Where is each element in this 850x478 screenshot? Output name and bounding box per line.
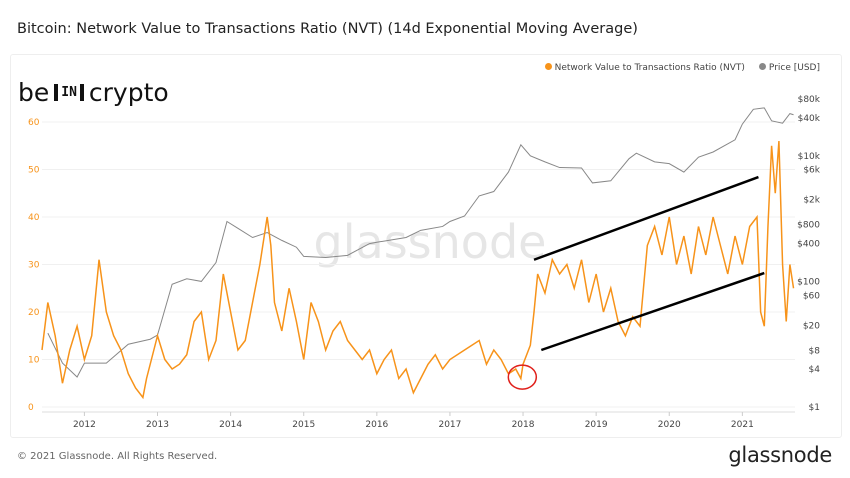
y-right-tick-label: $6k bbox=[803, 166, 820, 176]
y-right-tick-label: $80k bbox=[798, 95, 821, 105]
chart-title: Bitcoin: Network Value to Transactions R… bbox=[17, 21, 638, 37]
y-left-tick-label: 40 bbox=[28, 213, 40, 223]
price-dot-icon bbox=[758, 63, 766, 70]
y-right-tick-label: $8 bbox=[809, 346, 821, 356]
watermark: glassnode bbox=[314, 215, 547, 269]
y-left-tick-label: 50 bbox=[28, 166, 40, 176]
y-right-tick-label: $10k bbox=[798, 152, 821, 162]
x-tick-label: 2012 bbox=[73, 420, 96, 430]
legend-price[interactable]: Price [USD] bbox=[758, 63, 820, 73]
trend-line bbox=[540, 271, 765, 352]
y-right-tick-label: $40k bbox=[798, 114, 821, 124]
glassnode-brand: glassnode bbox=[728, 443, 832, 467]
y-right-tick-label: $100 bbox=[797, 277, 820, 287]
x-tick-label: 2020 bbox=[658, 420, 681, 430]
y-left-tick-label: 10 bbox=[28, 356, 40, 366]
y-right-tick-label: $800 bbox=[797, 221, 820, 231]
price-line bbox=[47, 107, 794, 378]
y-right-tick-label: $60 bbox=[803, 291, 820, 301]
y-right-tick-label: $2k bbox=[803, 196, 820, 206]
trend-line bbox=[533, 175, 759, 261]
y-left-tick-label: 0 bbox=[28, 403, 34, 413]
y-left-tick-label: 20 bbox=[28, 308, 40, 318]
legend-nvt[interactable]: Network Value to Transactions Ratio (NVT… bbox=[544, 63, 745, 73]
y-left-tick-label: 30 bbox=[28, 261, 40, 271]
chart-frame bbox=[10, 54, 842, 438]
y-right-tick-label: $4 bbox=[809, 365, 821, 375]
x-tick-label: 2021 bbox=[731, 420, 754, 430]
y-right-tick-label: $400 bbox=[797, 240, 820, 250]
y-left-tick-label: 60 bbox=[28, 118, 40, 128]
x-tick-label: 2018 bbox=[512, 420, 535, 430]
legend: Network Value to Transactions Ratio (NVT… bbox=[544, 63, 820, 73]
x-tick-label: 2019 bbox=[585, 420, 608, 430]
nvt-dot-icon bbox=[544, 63, 552, 70]
y-right-tick-label: $20 bbox=[803, 321, 820, 331]
x-tick-label: 2016 bbox=[365, 420, 388, 430]
x-tick-label: 2017 bbox=[438, 420, 461, 430]
copyright: © 2021 Glassnode. All Rights Reserved. bbox=[17, 451, 218, 462]
y-right-tick-label: $1 bbox=[809, 403, 820, 413]
beincrypto-logo: be IN crypto bbox=[18, 78, 169, 107]
highlight-circle bbox=[507, 364, 538, 390]
x-tick-label: 2013 bbox=[146, 420, 169, 430]
nvt-line bbox=[41, 140, 795, 400]
x-tick-label: 2014 bbox=[219, 420, 242, 430]
x-tick-label: 2015 bbox=[292, 420, 315, 430]
